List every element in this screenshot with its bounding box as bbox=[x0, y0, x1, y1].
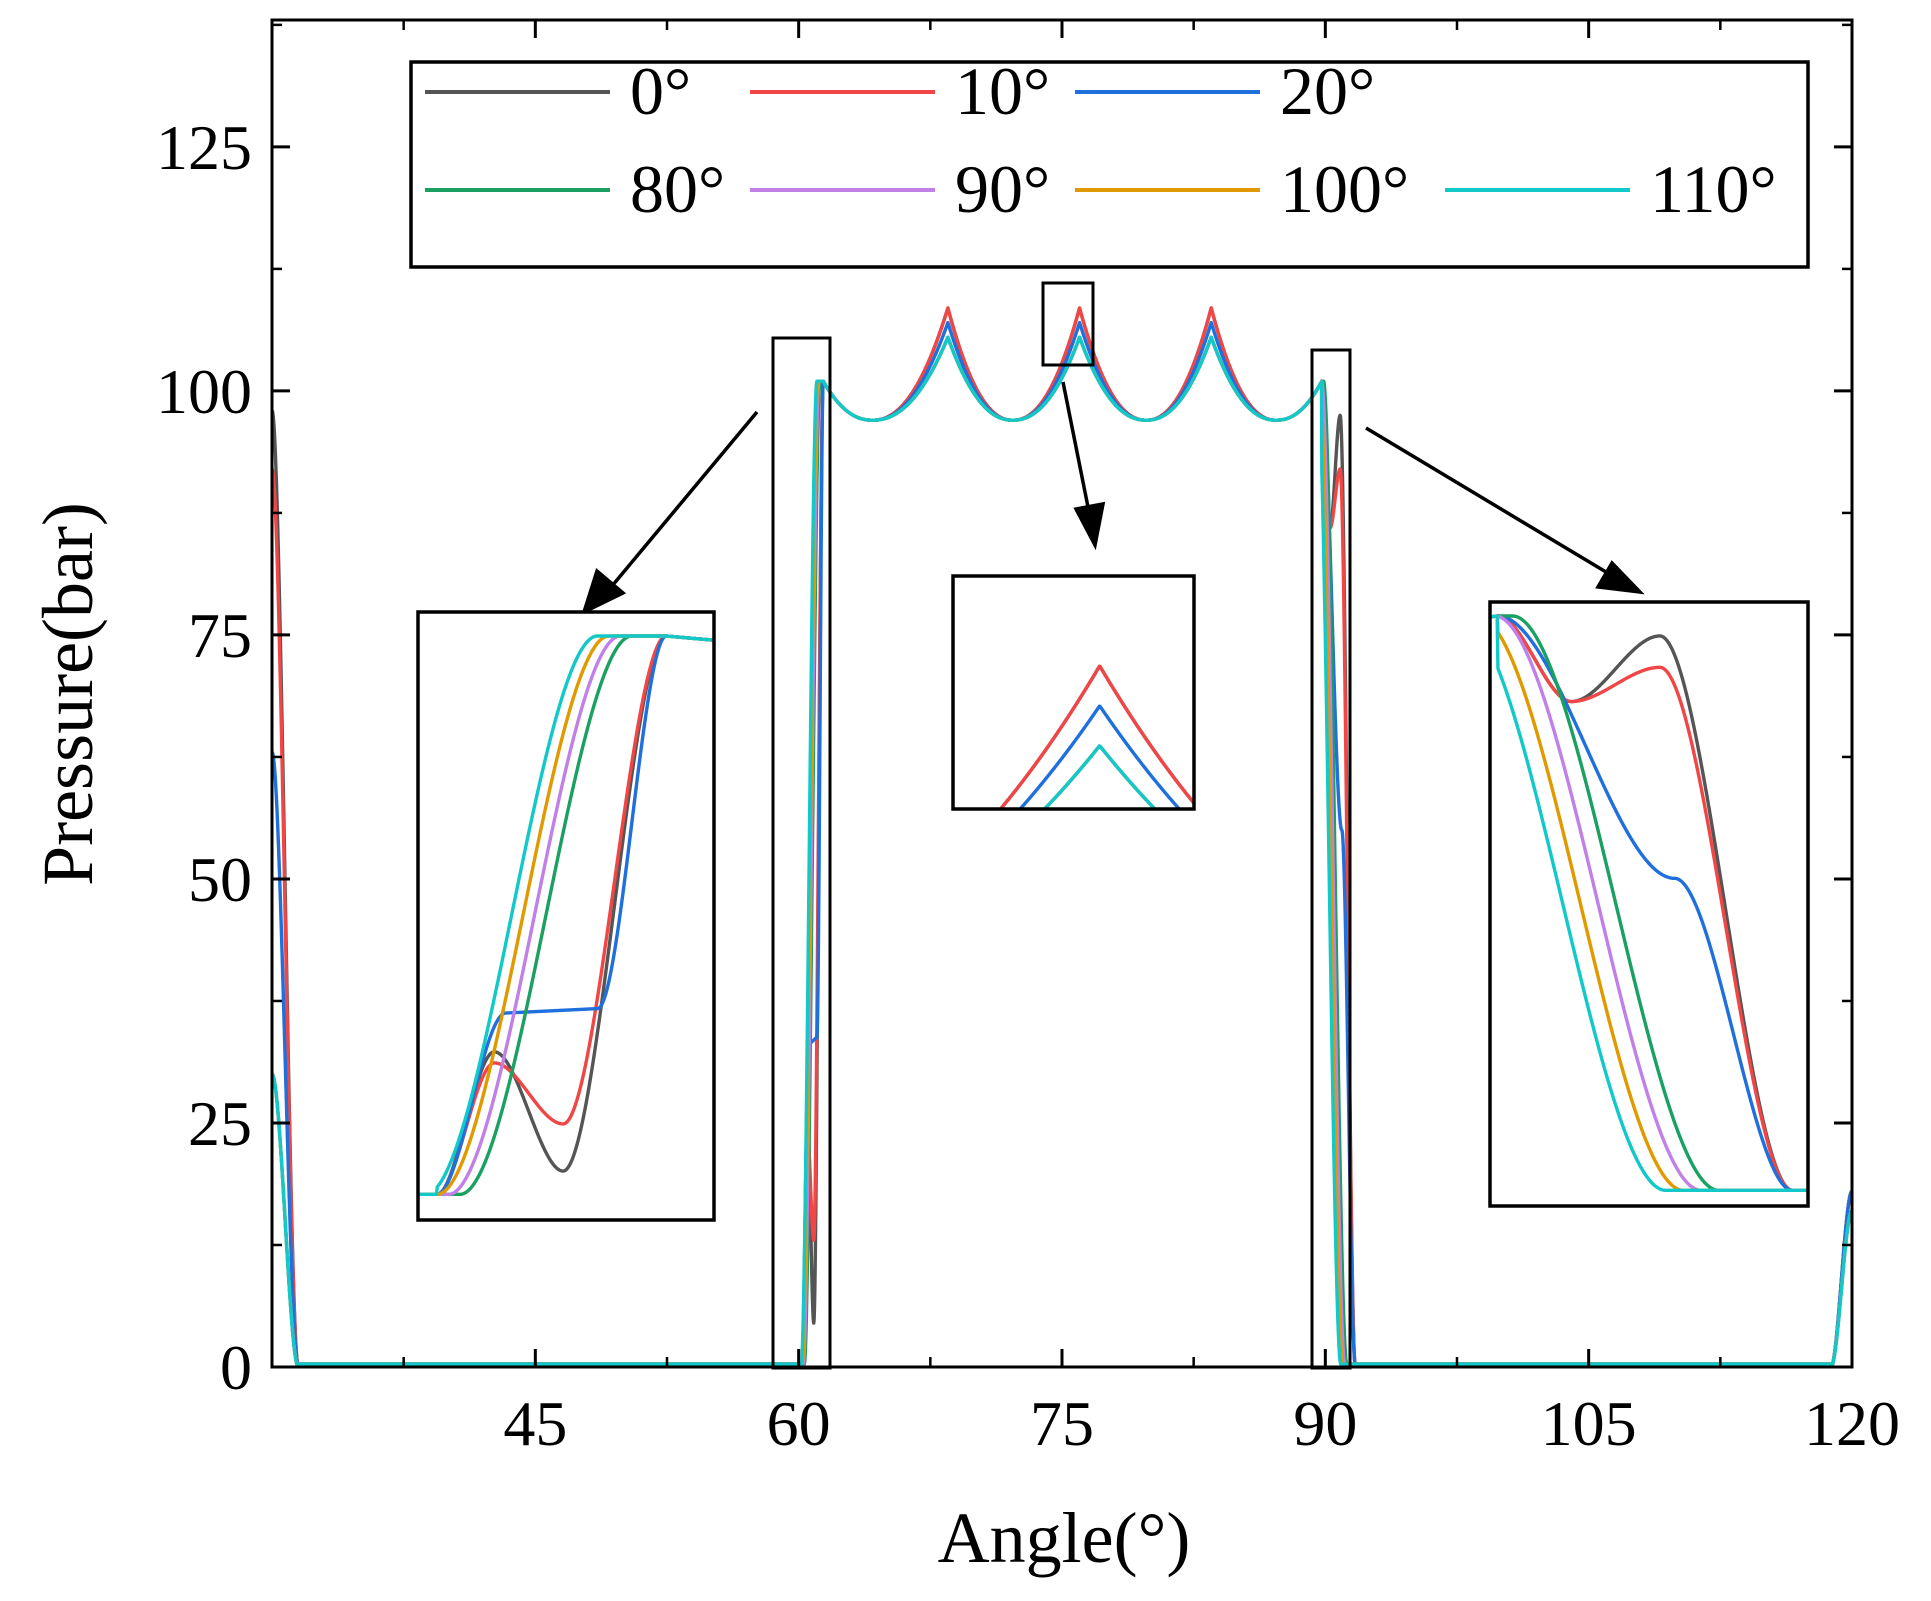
x-tick-label: 105 bbox=[1541, 1388, 1637, 1459]
x-tick-label: 45 bbox=[503, 1388, 567, 1459]
y-tick-label: 0 bbox=[220, 1332, 252, 1403]
zoom-fall-lines-series-6 bbox=[1490, 614, 1808, 1192]
x-tick-label: 75 bbox=[1030, 1388, 1094, 1459]
arrow-peak bbox=[1061, 381, 1091, 513]
legend-label-0: 0° bbox=[630, 53, 691, 129]
inset-rise bbox=[416, 610, 716, 1222]
y-tick-label: 25 bbox=[188, 1088, 252, 1159]
zoom-arrows bbox=[581, 381, 1645, 616]
legend-label-2: 20° bbox=[1280, 53, 1375, 129]
highlight-box-rise bbox=[771, 336, 832, 1370]
highlight-boxes bbox=[771, 281, 1352, 1370]
legend-label-4: 90° bbox=[955, 151, 1050, 227]
legend-frame bbox=[409, 60, 1810, 269]
arrow-fall-head bbox=[1595, 560, 1645, 595]
zoom-rise-lines-series-6 bbox=[418, 634, 714, 1197]
arrow-fall bbox=[1365, 426, 1607, 574]
zoom-fall-lines-series-2 bbox=[1490, 614, 1808, 1192]
arrow-rise-head bbox=[581, 567, 627, 616]
axis-ticks-group: 45 60 75 90 105 120 0 25 50 75 100 125 bbox=[156, 20, 1900, 1459]
y-tick-label: 100 bbox=[156, 356, 252, 427]
legend-label-5: 100° bbox=[1280, 151, 1409, 227]
arrow-peak-head bbox=[1073, 501, 1106, 551]
zoom-peak-lines-series-1 bbox=[998, 664, 1194, 809]
legend-label-3: 80° bbox=[630, 151, 725, 227]
x-tick-label: 60 bbox=[767, 1388, 831, 1459]
y-tick-label: 125 bbox=[156, 112, 252, 183]
x-tick-label: 120 bbox=[1804, 1388, 1900, 1459]
inset-fall bbox=[1488, 600, 1810, 1208]
highlight-box-fall bbox=[1310, 348, 1352, 1370]
legend: 0° 10° 20° 80° 90° 100° 110° bbox=[409, 53, 1810, 269]
x-tick-label: 90 bbox=[1293, 1388, 1357, 1459]
inset-peak bbox=[951, 574, 1196, 811]
y-tick-label: 75 bbox=[188, 600, 252, 671]
arrow-rise bbox=[610, 410, 759, 588]
zoom-peak-lines-series-2 bbox=[1017, 704, 1182, 809]
y-axis-title: Pressure(bar) bbox=[28, 502, 108, 886]
y-tick-label: 50 bbox=[188, 844, 252, 915]
legend-label-1: 10° bbox=[955, 53, 1050, 129]
zoom-fall-lines-series-1 bbox=[1490, 614, 1808, 1192]
x-axis-title: Angle(°) bbox=[938, 1498, 1191, 1578]
highlight-box-peak bbox=[1041, 281, 1095, 367]
legend-label-6: 110° bbox=[1650, 151, 1777, 227]
